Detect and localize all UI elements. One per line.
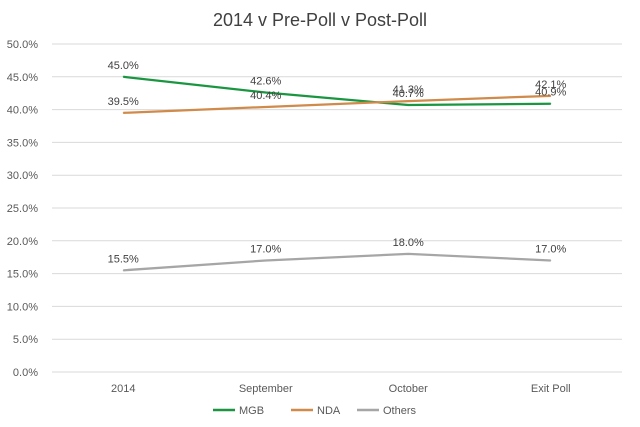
data-point [265,92,267,94]
data-point [550,259,552,261]
legend: MGB NDA Others [213,405,417,417]
data-point [407,104,409,106]
y-tick-label: 5.0% [13,334,38,346]
data-label: 40.9% [535,87,566,99]
y-tick-label: 15.0% [7,269,38,281]
x-tick-label: September [239,383,293,395]
data-label: 39.5% [108,96,139,108]
data-label: 17.0% [250,243,281,255]
y-tick-label: 20.0% [7,236,38,248]
legend-label: MGB [239,405,264,417]
y-tick-label: 35.0% [7,137,38,149]
gridlines [52,43,622,373]
data-point [407,100,409,102]
y-tick-label: 50.0% [7,39,38,51]
x-tick-label: October [389,383,428,395]
data-label: 42.6% [250,76,281,88]
legend-label: Others [383,405,417,417]
data-label: 17.0% [535,243,566,255]
x-tick-label: Exit Poll [531,383,571,395]
data-point [122,269,124,271]
series-line-others [123,252,551,272]
data-point [265,259,267,261]
y-tick-label: 45.0% [7,72,38,84]
data-labels: 45.0% 42.6% 40.7% 40.9% 39.5% 40.4% 41.3% 42.1%… [108,60,567,266]
data-point [122,112,124,114]
data-label: 40.4% [250,90,281,102]
y-axis: 0.0% 5.0% 10.0% 15.0% 20.0% 25.0% 30.0% 35.0% 40… [7,39,38,379]
data-label: 45.0% [108,60,139,72]
data-label: 18.0% [393,237,424,249]
data-label: 15.5% [108,253,139,265]
data-point [550,95,552,97]
data-point [122,76,124,78]
series-line-nda [123,94,551,115]
data-point [407,253,409,255]
chart-title: 2014 v Pre-Poll v Post-Poll [213,10,427,30]
x-axis: 2014 September October Exit Poll [111,383,571,395]
data-label: 42.1% [535,79,566,91]
x-tick-label: 2014 [111,383,135,395]
series-lines [122,75,552,272]
data-point [265,106,267,108]
y-tick-label: 10.0% [7,301,38,313]
data-point [550,103,552,105]
y-tick-label: 0.0% [13,367,38,379]
legend-label: NDA [317,405,341,417]
y-tick-label: 40.0% [7,105,38,117]
data-label: 40.7% [393,88,424,100]
data-label: 41.3% [393,84,424,96]
series-line-mgb [123,75,551,107]
y-tick-label: 25.0% [7,203,38,215]
y-tick-label: 30.0% [7,170,38,182]
